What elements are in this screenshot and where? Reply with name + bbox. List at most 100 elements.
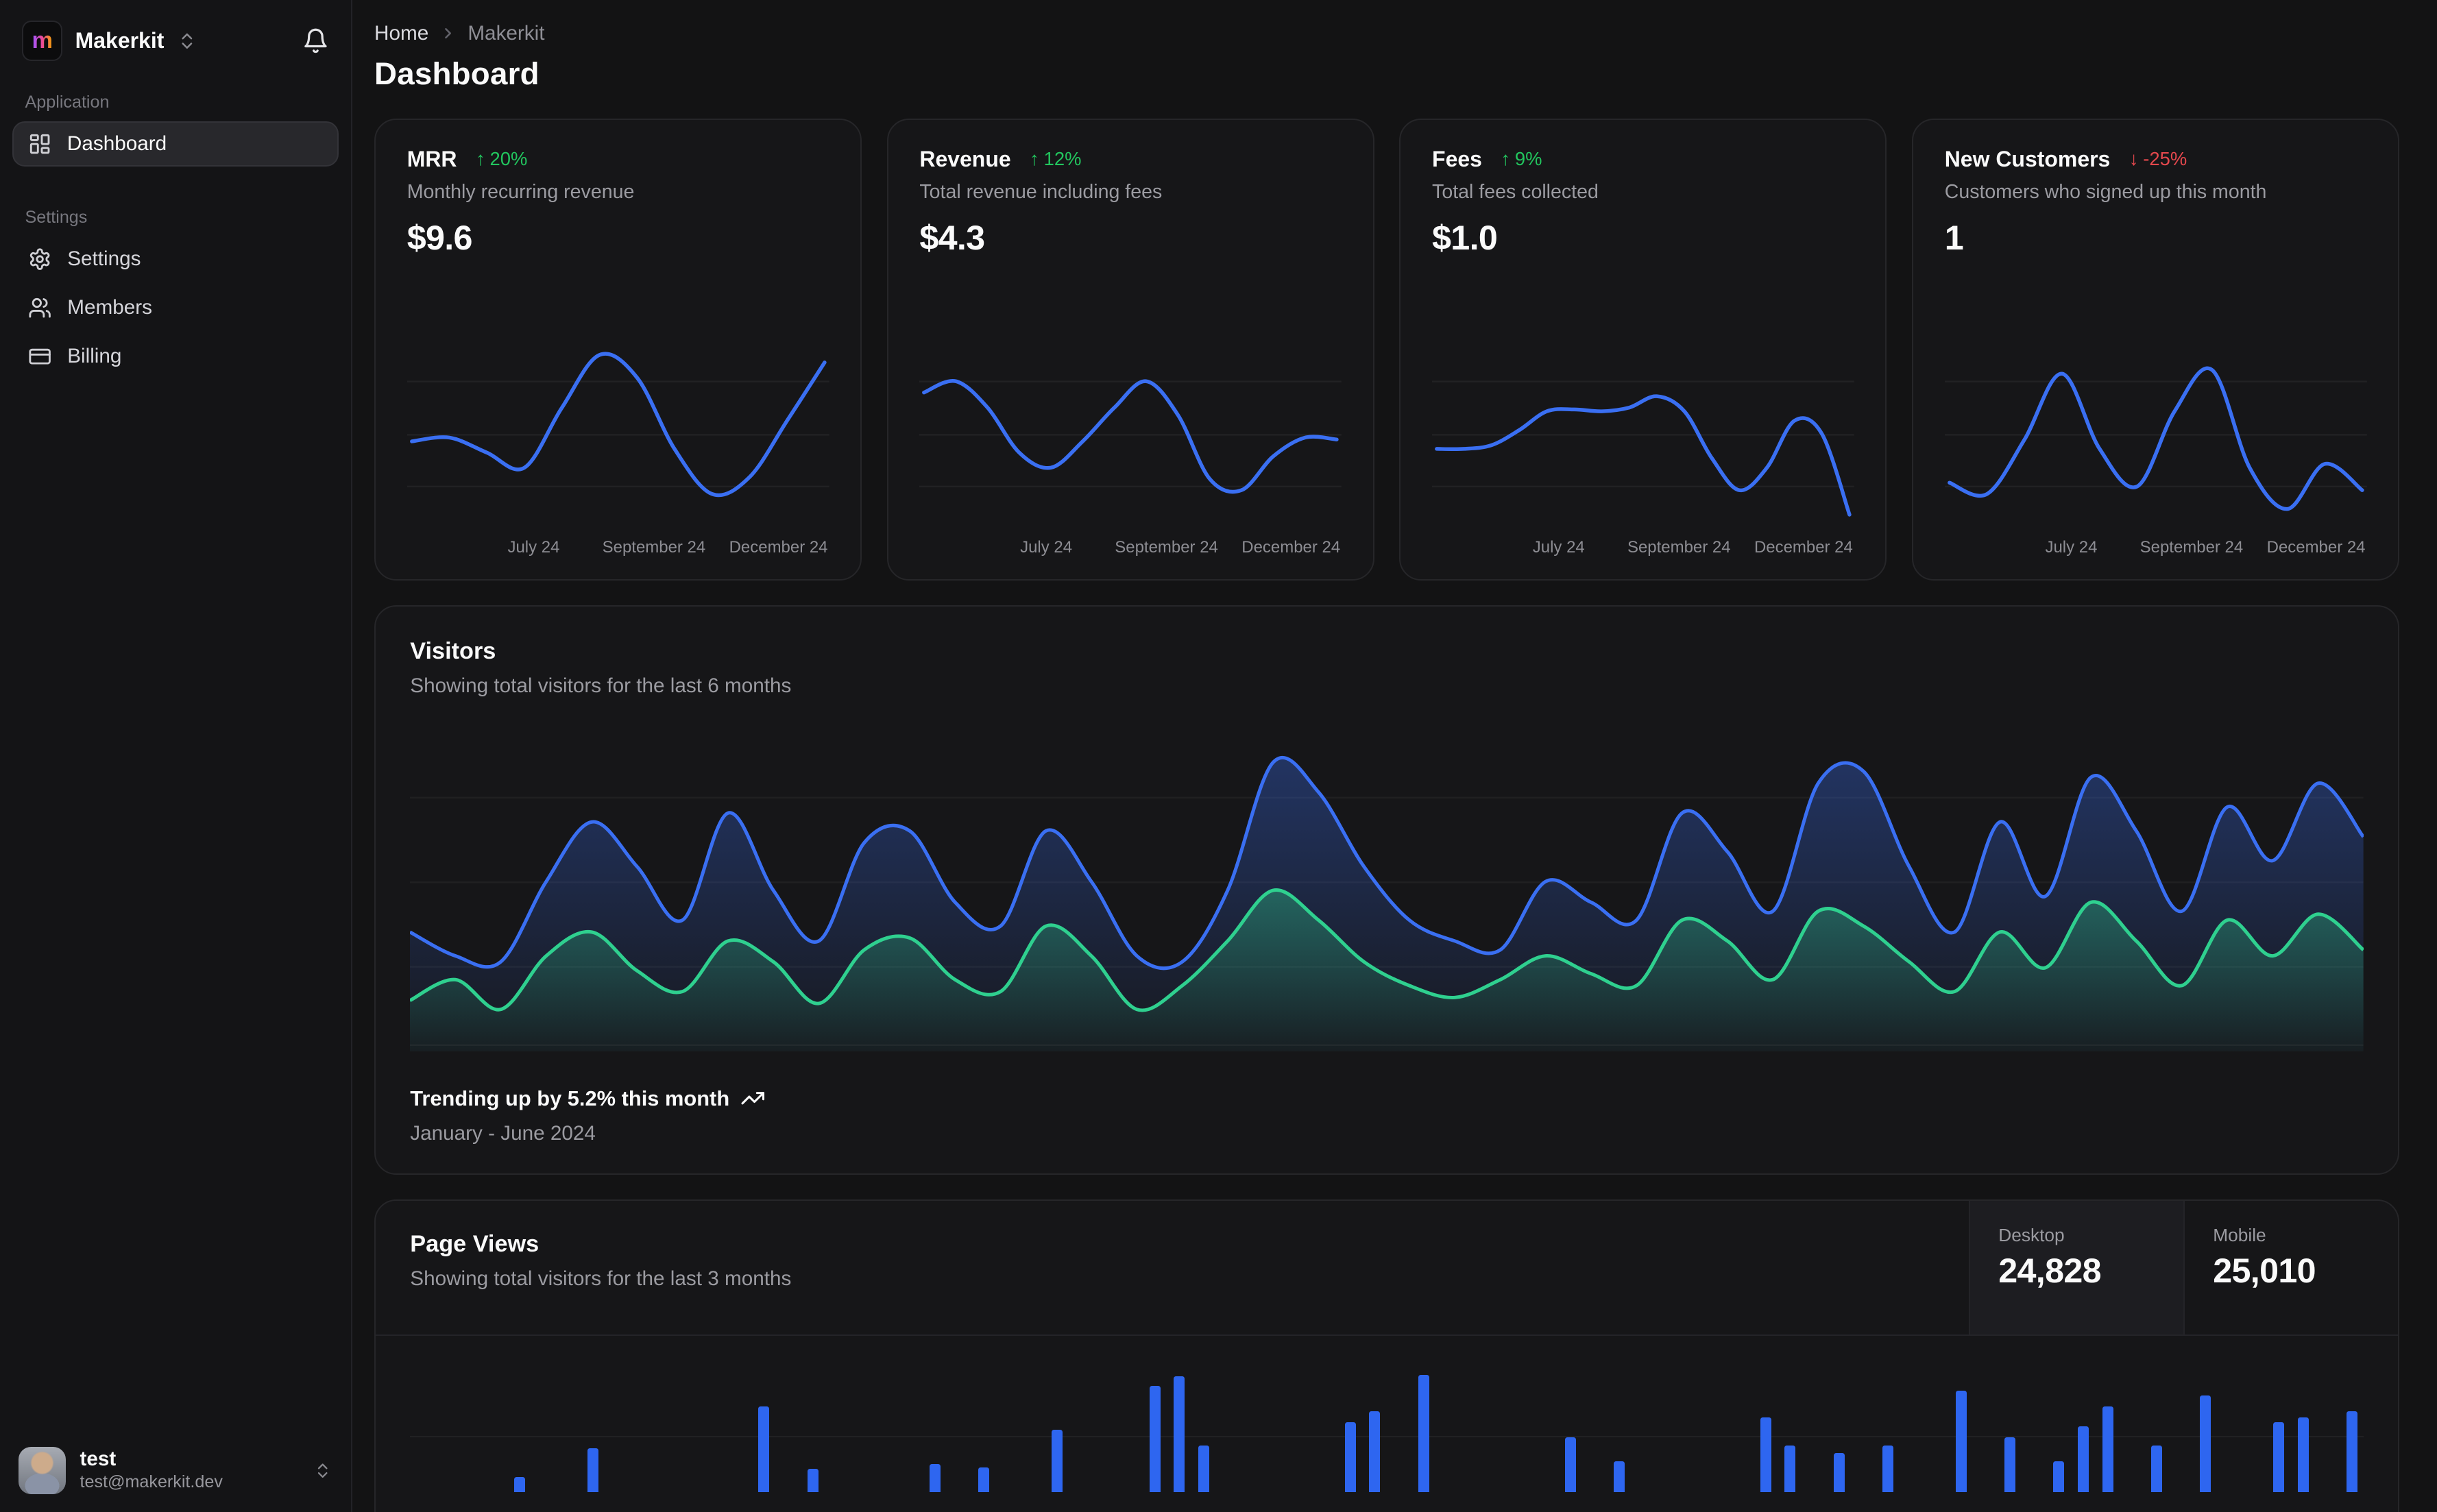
sidebar: m Makerkit Application Dashboard Setting… [0, 0, 353, 1512]
page-views-title: Page Views [410, 1230, 539, 1257]
sidebar-item-dashboard[interactable]: Dashboard [12, 121, 339, 167]
tab-label: Desktop [1998, 1224, 2065, 1245]
x-axis-tick: September 24 [2139, 538, 2244, 557]
bar [2200, 1395, 2211, 1493]
stat-value: $9.6 [407, 218, 473, 257]
bar [1369, 1411, 1381, 1493]
sparkline-chart: July 24 September 24 December 24 [1432, 267, 1854, 561]
sidebar-section-label-settings: Settings [25, 207, 88, 227]
bar [1174, 1376, 1185, 1493]
sidebar-item-settings[interactable]: Settings [12, 236, 339, 282]
user-menu[interactable]: test test@makerkit.dev [0, 1431, 351, 1512]
stat-title: MRR [407, 146, 457, 171]
line-chart [407, 328, 829, 532]
chevrons-up-down-icon [177, 31, 197, 51]
arrow-up-icon: ↑ [1501, 148, 1511, 170]
bar [1955, 1390, 1967, 1493]
x-axis-labels: July 24 September 24 December 24 [1945, 538, 2367, 560]
bar [513, 1476, 525, 1493]
gridline [410, 1436, 2364, 1438]
sidebar-item-billing[interactable]: Billing [12, 334, 339, 379]
line-chart [1944, 328, 2367, 532]
visitors-subtitle: Showing total visitors for the last 6 mo… [410, 674, 792, 697]
bar [929, 1464, 941, 1493]
x-axis-labels: July 24 September 24 December 24 [1432, 538, 1854, 560]
trending-up-icon [740, 1086, 766, 1111]
sparkline-chart: July 24 September 24 December 24 [919, 267, 1342, 561]
bar [1149, 1386, 1161, 1493]
x-axis-tick: December 24 [1754, 538, 1853, 557]
tab-value: 24,828 [1998, 1251, 2101, 1290]
user-avatar [19, 1447, 66, 1494]
visitors-area-chart [410, 738, 2364, 1052]
stat-card-mrr: MRR ↑ 20% Monthly recurring revenue $9.6 … [374, 118, 862, 581]
x-axis-tick: December 24 [2266, 538, 2366, 557]
stat-card-new-customers: New Customers ↓ -25% Customers who signed… [1912, 118, 2400, 581]
notifications-bell-icon[interactable] [302, 27, 329, 54]
arrow-down-icon: ↓ [2129, 148, 2139, 170]
page-views-subtitle: Showing total visitors for the last 3 mo… [410, 1267, 792, 1290]
tab-label: Mobile [2213, 1224, 2266, 1245]
sidebar-item-label: Settings [67, 247, 141, 271]
visitors-card: Visitors Showing total visitors for the … [374, 605, 2400, 1175]
credit-card-icon [28, 345, 51, 368]
breadcrumb-home-link[interactable]: Home [374, 21, 429, 45]
main-content: Home Makerkit Dashboard MRR ↑ 20% Monthly… [352, 0, 2437, 1512]
stat-subtitle: Total revenue including fees [919, 181, 1163, 204]
sidebar-item-members[interactable]: Members [12, 285, 339, 330]
arrow-up-icon: ↑ [475, 148, 485, 170]
breadcrumb-current: Makerkit [468, 21, 545, 45]
page-views-bar-chart [410, 1336, 2364, 1493]
stat-value: $4.3 [919, 218, 985, 257]
x-axis-tick: September 24 [1627, 538, 1731, 557]
visitors-title: Visitors [410, 638, 496, 665]
trend-badge: ↓ -25% [2129, 148, 2187, 170]
trend-badge: ↑ 9% [1501, 148, 1542, 170]
stat-subtitle: Monthly recurring revenue [407, 181, 635, 204]
users-icon [28, 296, 51, 319]
visitors-footer: Trending up by 5.2% this month January -… [410, 1086, 2364, 1145]
x-axis-tick: December 24 [1241, 538, 1341, 557]
bar [1833, 1453, 1845, 1493]
sidebar-item-label: Dashboard [66, 132, 167, 156]
bar [1784, 1445, 1796, 1493]
bar [2053, 1461, 2065, 1493]
sidebar-item-label: Billing [67, 344, 122, 367]
stat-title: Fees [1432, 146, 1482, 171]
stat-value: $1.0 [1432, 218, 1498, 257]
stat-title: New Customers [1944, 146, 2111, 171]
visitors-period: January - June 2024 [410, 1121, 596, 1145]
sidebar-nav-application: Dashboard [0, 121, 351, 169]
page-views-card: Page Views Showing total visitors for th… [374, 1199, 2400, 1512]
workspace-switcher[interactable]: m Makerkit [0, 0, 351, 77]
x-axis-tick: December 24 [729, 538, 828, 557]
tab-desktop[interactable]: Desktop 24,828 [1969, 1201, 2184, 1334]
bar [1052, 1430, 1063, 1493]
makerkit-logo: m [21, 20, 63, 62]
sparkline-chart: July 24 September 24 December 24 [407, 267, 829, 561]
bar [1564, 1437, 1576, 1493]
trend-badge: ↑ 20% [475, 148, 528, 170]
bar [758, 1406, 770, 1493]
chevron-right-icon [439, 25, 457, 42]
layout-dashboard-icon [28, 132, 51, 156]
x-axis-tick: July 24 [1532, 538, 1585, 557]
bar [1344, 1422, 1356, 1493]
stat-subtitle: Customers who signed up this month [1944, 181, 2267, 204]
bar [2273, 1422, 2285, 1493]
line-chart [1432, 380, 1854, 532]
bar [1418, 1375, 1429, 1493]
x-axis-tick: July 24 [1020, 538, 1073, 557]
page-title: Dashboard [374, 56, 539, 91]
bar [2102, 1406, 2113, 1493]
stat-value: 1 [1944, 218, 1964, 257]
page-views-header: Page Views Showing total visitors for th… [376, 1201, 2399, 1336]
arrow-up-icon: ↑ [1030, 148, 1039, 170]
tab-mobile[interactable]: Mobile 25,010 [2183, 1201, 2398, 1334]
x-axis-tick: September 24 [1115, 538, 1218, 557]
user-email: test@makerkit.dev [80, 1472, 223, 1492]
user-name: test [80, 1447, 117, 1470]
stat-card-fees: Fees ↑ 9% Total fees collected $1.0 July … [1399, 118, 1887, 581]
sparkline-chart: July 24 September 24 December 24 [1944, 267, 2367, 561]
